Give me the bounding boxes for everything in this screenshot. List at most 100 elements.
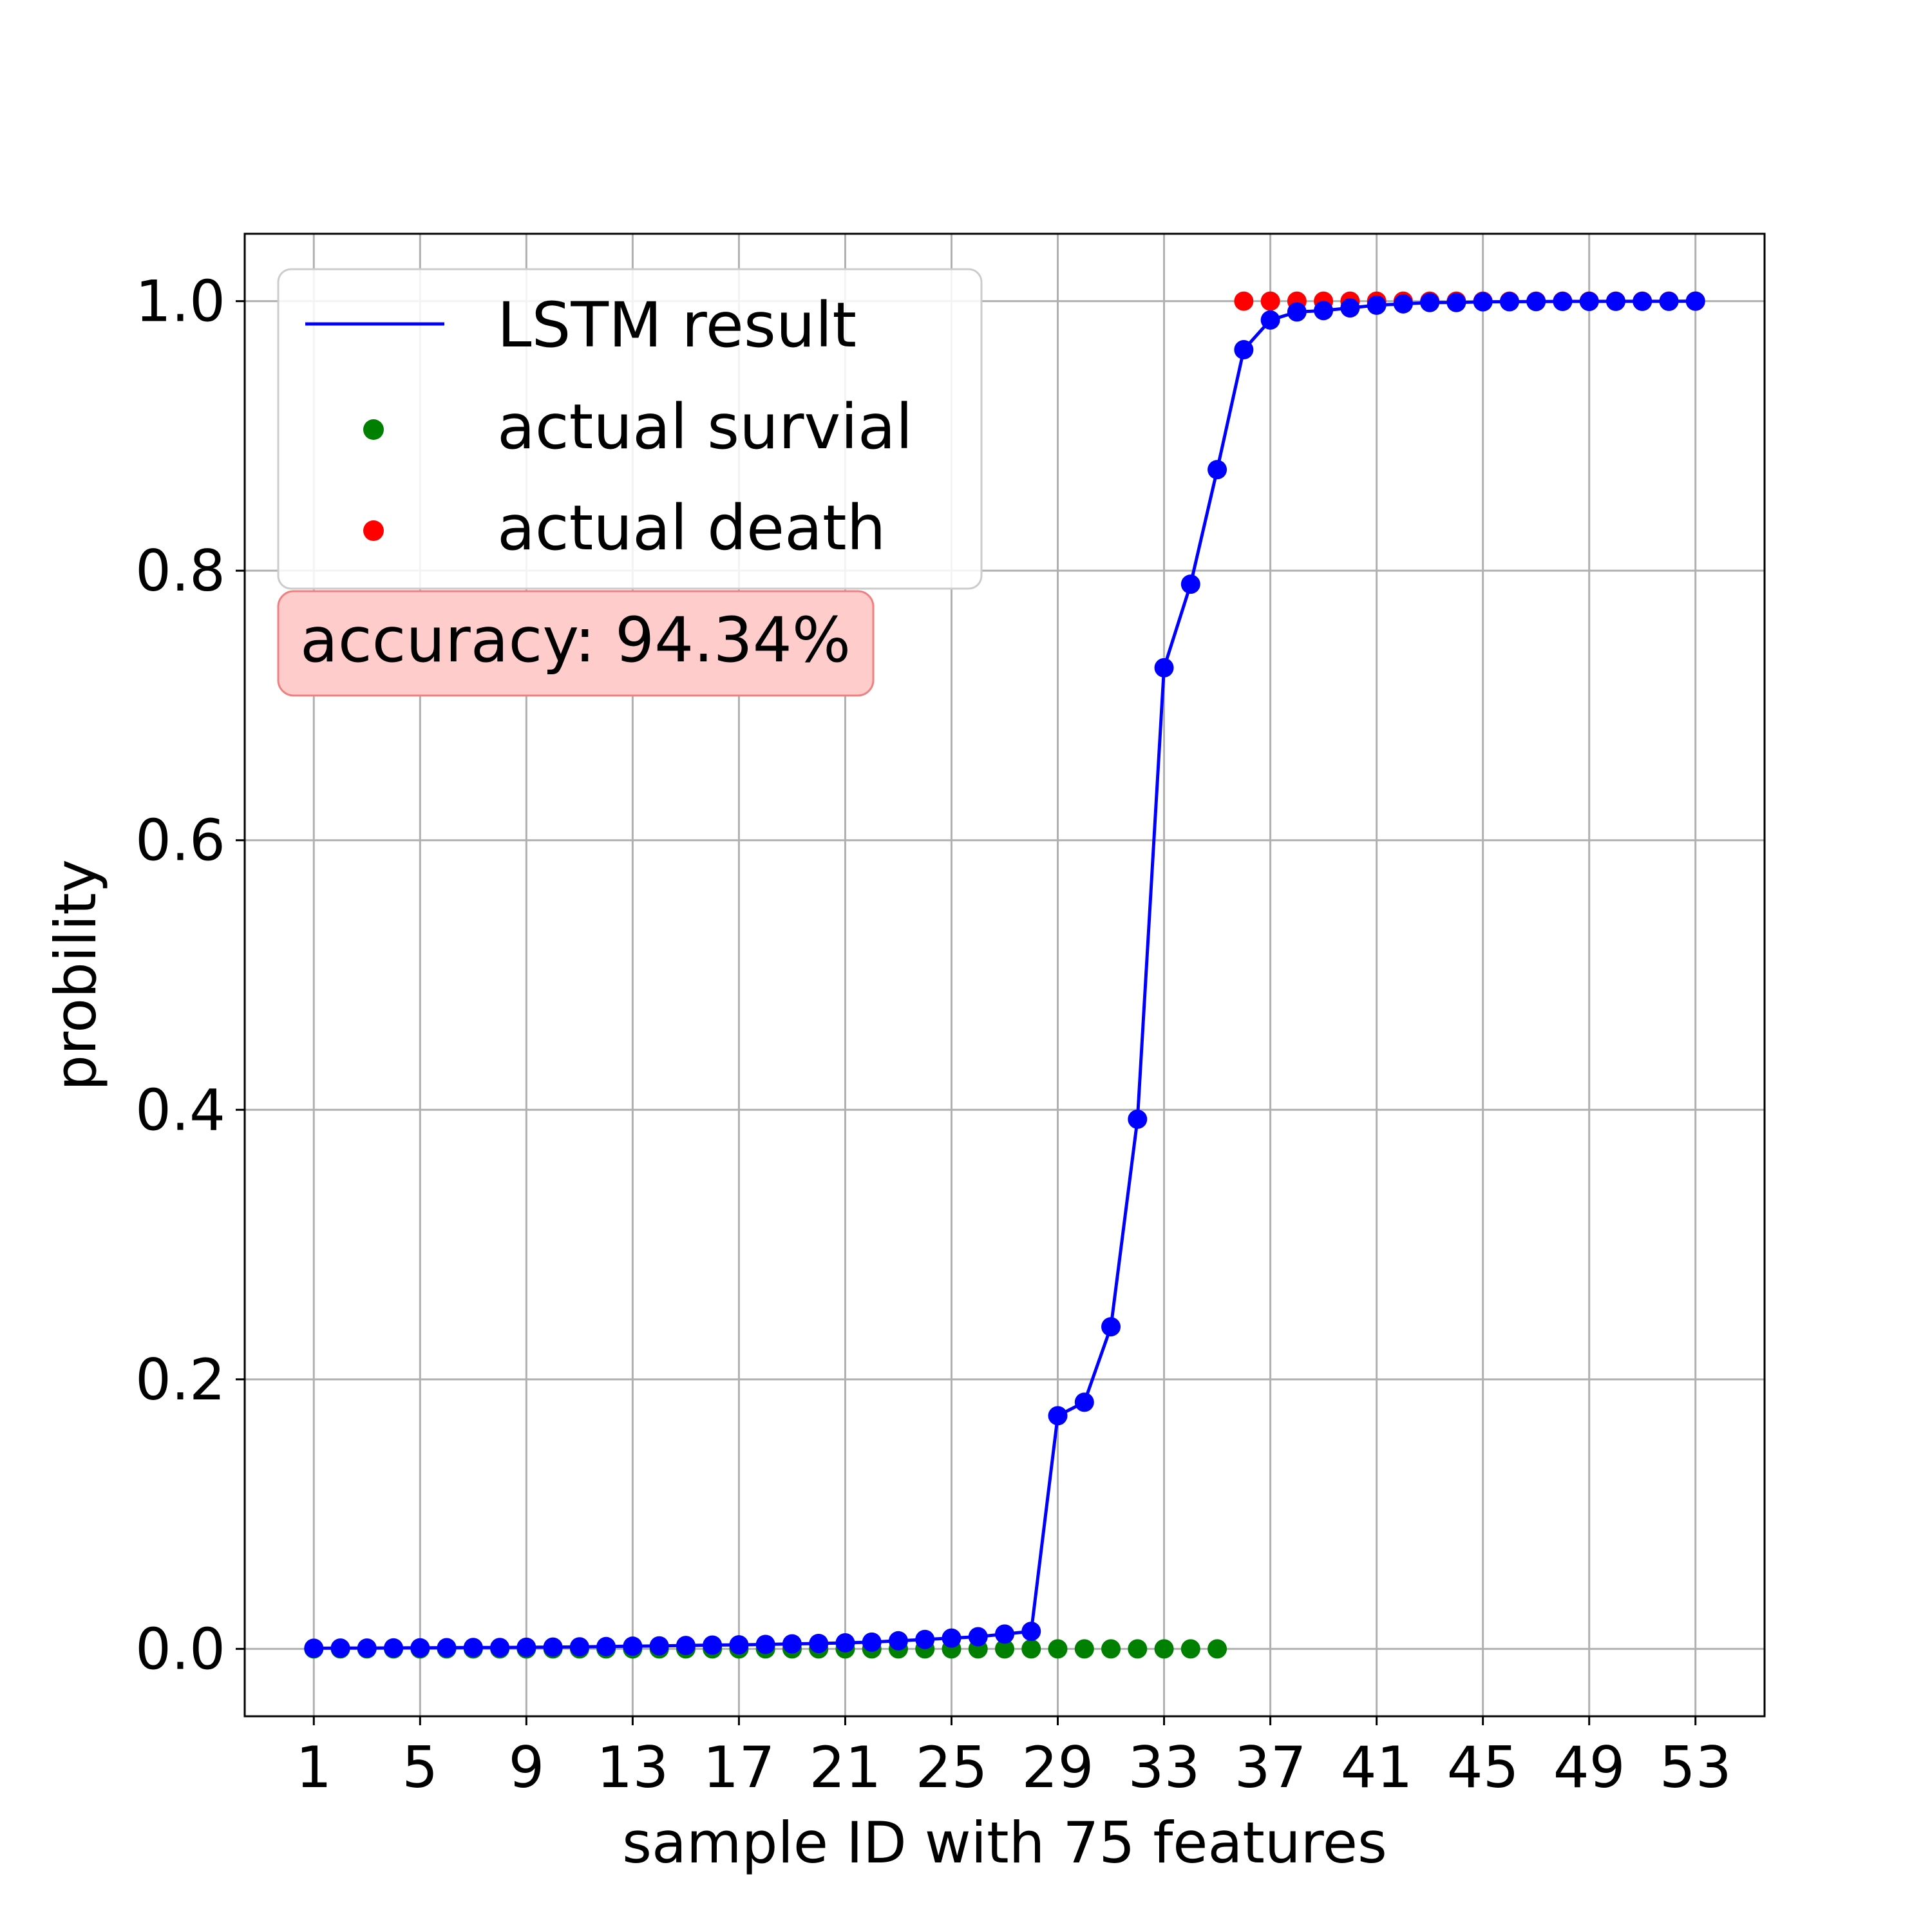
lstm-result-point	[1021, 1622, 1041, 1642]
x-axis-label: sample ID with 75 features	[622, 1810, 1387, 1876]
lstm-result-point	[1074, 1392, 1094, 1412]
x-tick-label: 5	[402, 1734, 438, 1801]
y-axis: 0.0 0.2 0.4 0.6 0.8 1.0	[135, 269, 245, 1682]
lstm-result-point	[623, 1636, 643, 1656]
plot-frame	[243, 232, 1766, 1718]
lstm-result-point	[516, 1637, 536, 1657]
lstm-result-point	[1367, 295, 1387, 315]
legend-entry-actual-survival: actual survial	[497, 391, 913, 463]
actual-survial-point	[1048, 1639, 1068, 1659]
actual-survial-point	[995, 1639, 1014, 1659]
lstm-result-point	[304, 1638, 324, 1658]
lstm-result-point	[543, 1637, 563, 1657]
legend-frame	[277, 268, 983, 590]
lstm-result-point	[437, 1638, 457, 1658]
lstm-result-point	[1579, 292, 1599, 312]
plot-area	[304, 291, 1705, 1659]
lstm-result-point	[835, 1633, 855, 1653]
lstm-result-point	[1048, 1406, 1068, 1426]
legend-entry-actual-death: actual death	[497, 492, 886, 564]
lstm-result-point	[676, 1636, 696, 1656]
lstm-result-point	[1420, 292, 1440, 312]
y-axis-label: probility	[43, 859, 109, 1091]
y-tick-label: 0.8	[135, 538, 225, 604]
x-tick-label: 33	[1128, 1734, 1200, 1801]
y-tick-label: 0.6	[135, 808, 225, 874]
actual-death-point	[1260, 291, 1280, 311]
accuracy-annotation: accuracy: 94.34%	[277, 590, 875, 697]
lstm-result-point	[463, 1638, 483, 1658]
actual-survial-point	[1180, 1639, 1200, 1659]
lstm-result-point	[330, 1638, 350, 1658]
lstm-result-point	[1128, 1109, 1148, 1129]
accuracy-text: accuracy: 94.34%	[300, 604, 851, 676]
lstm-result-point	[1685, 291, 1705, 311]
lstm-result-point	[410, 1638, 430, 1658]
actual-survial-point	[1101, 1639, 1121, 1659]
lstm-result-point	[649, 1636, 669, 1656]
legend-entry-lstm-result: LSTM result	[497, 289, 857, 361]
x-tick-label: 41	[1341, 1734, 1413, 1801]
lstm-result-point	[1605, 291, 1625, 311]
legend: LSTM result actual survial actual death	[277, 268, 983, 590]
y-tick-label: 0.4	[135, 1077, 225, 1143]
lstm-result-point	[729, 1635, 749, 1655]
actual-survial-point	[1021, 1639, 1041, 1659]
lstm-result-point	[942, 1628, 961, 1648]
lstm-result-point	[1314, 301, 1334, 321]
x-tick-label: 1	[296, 1734, 332, 1801]
x-tick-label: 13	[596, 1734, 668, 1801]
lstm-result-point	[1234, 339, 1254, 359]
lstm-result-point	[490, 1638, 510, 1658]
lstm-result-point	[888, 1631, 908, 1651]
legend-marker-survival	[363, 419, 384, 440]
lstm-result-point	[1473, 292, 1493, 312]
x-tick-label: 21	[809, 1734, 881, 1801]
accuracy-box	[277, 590, 875, 697]
lstm-result-point	[862, 1632, 882, 1652]
lstm-result-point	[1340, 298, 1360, 318]
lstm-result-point	[569, 1637, 589, 1657]
lstm-result-point	[1553, 292, 1573, 312]
lstm-result-point	[703, 1635, 723, 1655]
x-tick-label: 29	[1022, 1734, 1094, 1801]
lstm-result-point	[915, 1629, 935, 1649]
lstm-result-point	[1446, 292, 1466, 312]
lstm-result-point	[1633, 291, 1653, 311]
lstm-result-point	[596, 1636, 616, 1656]
lstm-result-point	[1287, 302, 1307, 322]
x-tick-label: 25	[915, 1734, 987, 1801]
x-tick-label: 9	[508, 1734, 544, 1801]
actual-survial-point	[1154, 1639, 1174, 1659]
lstm-result-point	[1260, 310, 1280, 330]
lstm-result-point	[968, 1627, 988, 1647]
lstm-result-point	[1393, 294, 1413, 314]
lstm-result-point	[809, 1633, 829, 1653]
y-tick-label: 0.0	[135, 1616, 225, 1682]
lstm-result-point	[1499, 292, 1519, 312]
lstm-result-point	[755, 1634, 775, 1654]
lstm-result-point	[1659, 291, 1679, 311]
legend-marker-death	[363, 520, 384, 541]
x-tick-label: 49	[1553, 1734, 1625, 1801]
actual-death-point	[1234, 291, 1254, 311]
x-tick-label: 37	[1235, 1734, 1307, 1801]
lstm-result-point	[1208, 460, 1227, 480]
x-tick-label: 53	[1660, 1734, 1732, 1801]
actual-survial-point	[1208, 1639, 1227, 1659]
y-tick-label: 1.0	[135, 269, 225, 335]
x-tick-label: 45	[1447, 1734, 1519, 1801]
x-tick-label: 17	[703, 1734, 775, 1801]
lstm-result-point	[1101, 1317, 1121, 1337]
lstm-result-point	[1180, 574, 1200, 594]
lstm-result-point	[357, 1638, 377, 1658]
y-tick-label: 0.2	[135, 1347, 225, 1413]
lstm-result-point	[384, 1638, 404, 1658]
actual-survial-point	[1074, 1639, 1094, 1659]
x-axis: 1 5 9 13 17 21 25 29 33 37 41 45 49 53	[296, 1716, 1732, 1801]
actual-survial-point	[1128, 1639, 1148, 1659]
lstm-result-point	[995, 1624, 1014, 1644]
lstm-result-point	[1154, 658, 1174, 677]
lstm-result-point	[1526, 292, 1546, 312]
